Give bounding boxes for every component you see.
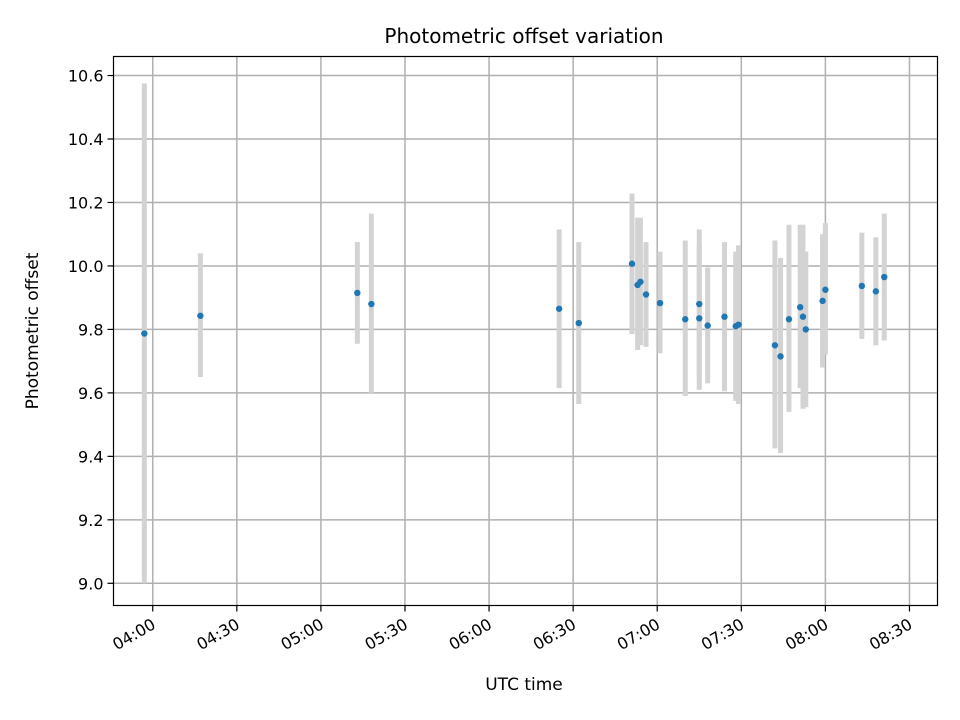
- data-point: [696, 300, 703, 308]
- x-tick-label: 08:30: [866, 615, 915, 655]
- grid-lines: [113, 56, 938, 606]
- data-point: [354, 289, 361, 297]
- data-point: [802, 326, 809, 333]
- data-point: [771, 342, 779, 349]
- data-point: [628, 260, 636, 267]
- y-tick-label: 9.8: [78, 320, 103, 339]
- chart-title: Photometric offset variation: [384, 24, 663, 48]
- x-tick-label: 08:00: [782, 615, 831, 655]
- x-tick-label: 05:00: [277, 615, 326, 655]
- data-point: [637, 278, 644, 286]
- y-tick-label: 10.0: [68, 257, 104, 276]
- y-tick-label: 10.6: [68, 67, 104, 86]
- data-point: [799, 313, 807, 320]
- data-point: [872, 288, 880, 295]
- data-point: [858, 282, 866, 290]
- data-point: [819, 297, 826, 305]
- x-tick-label: 06:00: [446, 615, 495, 655]
- x-axis-label: UTC time: [485, 675, 563, 695]
- error-bars: [141, 83, 887, 584]
- y-tick-label: 9.0: [78, 574, 103, 593]
- y-tick-label: 10.2: [68, 193, 104, 212]
- plot-frame: [112, 55, 939, 607]
- data-point: [575, 319, 582, 327]
- data-point: [368, 300, 375, 308]
- data-point: [696, 315, 703, 322]
- data-point: [682, 316, 689, 323]
- x-tick-label: 05:30: [362, 615, 411, 655]
- data-point: [796, 303, 804, 311]
- y-tick-label: 9.4: [78, 447, 103, 466]
- data-point: [777, 353, 784, 360]
- data-point: [656, 299, 664, 307]
- data-point: [721, 313, 728, 320]
- data-point: [197, 312, 204, 319]
- x-tick-label: 07:00: [614, 615, 663, 655]
- data-point: [881, 273, 888, 281]
- data-point: [822, 286, 829, 293]
- data-point: [141, 330, 148, 337]
- x-tick-label: 06:30: [530, 615, 579, 655]
- data-point: [555, 305, 563, 312]
- data-point: [735, 321, 742, 328]
- data-points: [141, 260, 888, 360]
- x-tick-label: 04:00: [109, 615, 158, 655]
- data-point: [642, 291, 650, 298]
- y-tick-label: 9.2: [78, 511, 103, 530]
- y-tick-label: 10.4: [68, 130, 104, 149]
- x-tick-label: 07:30: [698, 615, 747, 655]
- x-tick-label: 04:30: [193, 615, 242, 655]
- data-point: [785, 316, 793, 323]
- y-axis-label: Photometric offset: [23, 252, 43, 409]
- y-tick-label: 9.6: [78, 384, 103, 403]
- data-point: [704, 322, 711, 329]
